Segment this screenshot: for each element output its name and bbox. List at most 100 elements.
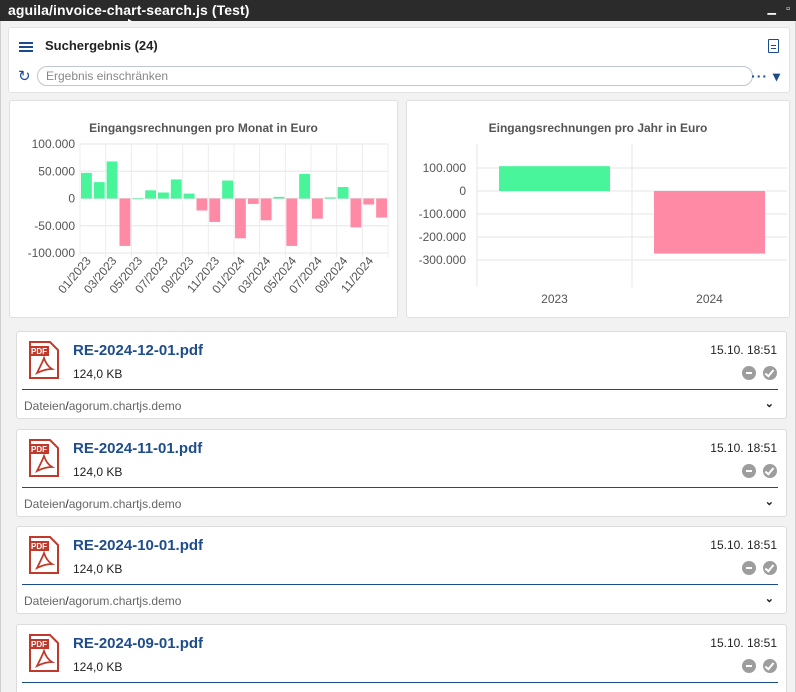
path-separator: / bbox=[65, 497, 69, 511]
status-minus-icon[interactable] bbox=[742, 659, 756, 673]
bar bbox=[222, 180, 233, 199]
status-check-icon[interactable] bbox=[763, 561, 777, 575]
bar bbox=[337, 187, 349, 199]
status-check-icon[interactable] bbox=[763, 464, 777, 478]
pdf-file-icon: PDF bbox=[29, 536, 59, 574]
chevron-down-icon[interactable]: ⌄ bbox=[764, 496, 774, 508]
chart-monthly: 100.00050.0000-50.000-100.00001/202303/2… bbox=[28, 137, 389, 296]
divider bbox=[22, 487, 778, 488]
bar bbox=[376, 198, 387, 218]
bar bbox=[350, 198, 362, 228]
bar bbox=[273, 196, 285, 199]
y-tick-label: 100.000 bbox=[32, 137, 76, 151]
status-check-icon[interactable] bbox=[763, 659, 777, 673]
chevron-down-icon[interactable]: ⌄ bbox=[764, 593, 774, 605]
file-card[interactable]: PDF RE-2024-11-01.pdf 15.10. 18:51 124,0 KB… bbox=[16, 429, 787, 517]
file-card[interactable]: PDF RE-2024-10-01.pdf 15.10. 18:51 124,0 KB… bbox=[16, 526, 787, 614]
hamburger-menu-icon[interactable] bbox=[19, 42, 33, 52]
path-separator: / bbox=[65, 594, 69, 608]
minimize-icon[interactable]: ▁ bbox=[767, 3, 776, 15]
path-separator: / bbox=[65, 399, 69, 413]
page-title: Suchergebnis (24) bbox=[45, 38, 158, 53]
file-date: 15.10. 18:51 bbox=[710, 538, 777, 552]
status-minus-icon[interactable] bbox=[742, 366, 756, 380]
y-tick-label: -100.000 bbox=[419, 207, 467, 221]
file-size: 124,0 KB bbox=[73, 465, 123, 479]
divider bbox=[22, 584, 778, 585]
pdf-label: PDF bbox=[31, 542, 47, 551]
bar bbox=[247, 198, 259, 204]
file-path: Dateien/agorum.chartjs.demo bbox=[24, 594, 181, 608]
file-date: 15.10. 18:51 bbox=[710, 441, 777, 455]
y-tick-label: 0 bbox=[459, 184, 466, 198]
y-tick-label: -100.000 bbox=[28, 246, 76, 260]
status-minus-icon[interactable] bbox=[742, 464, 756, 478]
pdf-label: PDF bbox=[31, 640, 47, 649]
path-rest: agorum.chartjs.demo bbox=[68, 399, 182, 413]
y-tick-label: 100.000 bbox=[423, 161, 467, 175]
path-rest: agorum.chartjs.demo bbox=[68, 594, 182, 608]
document-icon[interactable] bbox=[768, 39, 779, 53]
bar bbox=[183, 193, 195, 199]
chart-title-yearly: Eingangsrechnungen pro Jahr in Euro bbox=[488, 121, 708, 135]
pdf-label: PDF bbox=[31, 445, 47, 454]
bar bbox=[132, 198, 144, 200]
bar bbox=[196, 198, 208, 211]
file-name-link[interactable]: RE-2024-10-01.pdf bbox=[73, 537, 204, 554]
chart-title-monthly: Eingangsrechnungen pro Monat in Euro bbox=[89, 121, 318, 135]
y-tick-label: 0 bbox=[68, 192, 75, 206]
more-options-button[interactable]: ··· ▾ bbox=[751, 68, 781, 84]
bar bbox=[119, 198, 131, 246]
search-input[interactable] bbox=[37, 66, 753, 86]
file-size: 124,0 KB bbox=[73, 367, 123, 381]
bar bbox=[654, 191, 765, 254]
y-tick-label: -300.000 bbox=[419, 253, 467, 267]
file-date: 15.10. 18:51 bbox=[710, 636, 777, 650]
bar bbox=[81, 172, 92, 199]
window-title: aguila/invoice-chart-search.js (Test) bbox=[8, 2, 250, 18]
refresh-icon[interactable]: ↻ bbox=[18, 68, 31, 85]
file-path: Dateien/agorum.chartjs.demo bbox=[24, 497, 181, 511]
file-size: 124,0 KB bbox=[73, 562, 123, 576]
bar bbox=[209, 198, 221, 222]
window-titlebar: aguila/invoice-chart-search.js (Test) ▁ … bbox=[0, 0, 796, 21]
x-tick-label: 2023 bbox=[541, 292, 568, 306]
bar bbox=[312, 198, 323, 219]
divider bbox=[22, 682, 778, 683]
y-tick-label: -200.000 bbox=[419, 230, 467, 244]
app-window: Suchergebnis (24) ↻ ··· ▾ Eingangsrechnu… bbox=[0, 21, 796, 692]
chevron-down-icon[interactable]: ⌄ bbox=[764, 398, 774, 410]
bar bbox=[499, 166, 610, 191]
file-path: Dateien/agorum.chartjs.demo bbox=[24, 399, 181, 413]
pdf-file-icon: PDF bbox=[29, 341, 59, 379]
x-tick-label: 2024 bbox=[696, 292, 723, 306]
status-minus-icon[interactable] bbox=[742, 561, 756, 575]
chart-yearly: 100.000 0 -100.000 -200.000 -300.000 2023 2024 bbox=[419, 144, 787, 306]
maximize-icon[interactable]: ▫ bbox=[786, 3, 790, 15]
path-root: Dateien bbox=[24, 594, 66, 608]
bar bbox=[106, 161, 118, 199]
file-size: 124,0 KB bbox=[73, 660, 123, 674]
file-name-link[interactable]: RE-2024-09-01.pdf bbox=[73, 635, 204, 652]
bar bbox=[145, 190, 156, 199]
status-check-icon[interactable] bbox=[763, 366, 777, 380]
file-name-link[interactable]: RE-2024-11-01.pdf bbox=[73, 440, 203, 457]
bar bbox=[158, 192, 169, 199]
file-card[interactable]: PDF RE-2024-12-01.pdf 15.10. 18:51 124,0 KB… bbox=[16, 331, 787, 419]
bar bbox=[93, 182, 105, 199]
file-card[interactable]: PDF RE-2024-09-01.pdf 15.10. 18:51 124,0 KB… bbox=[16, 624, 787, 692]
chart-card-yearly: Eingangsrechnungen pro Jahr in Euro 100.… bbox=[406, 100, 790, 318]
path-rest: agorum.chartjs.demo bbox=[68, 497, 182, 511]
bar bbox=[170, 179, 182, 199]
pdf-file-icon: PDF bbox=[29, 634, 59, 672]
bar bbox=[235, 198, 246, 239]
bar bbox=[363, 198, 375, 205]
y-tick-label: -50.000 bbox=[34, 219, 75, 233]
pdf-label: PDF bbox=[31, 347, 47, 356]
file-name-link[interactable]: RE-2024-12-01.pdf bbox=[73, 342, 204, 359]
bar bbox=[260, 198, 272, 221]
result-toolbar: Suchergebnis (24) ↻ ··· ▾ bbox=[8, 27, 790, 93]
pdf-file-icon: PDF bbox=[29, 439, 59, 477]
path-root: Dateien bbox=[24, 399, 66, 413]
path-root: Dateien bbox=[24, 497, 66, 511]
